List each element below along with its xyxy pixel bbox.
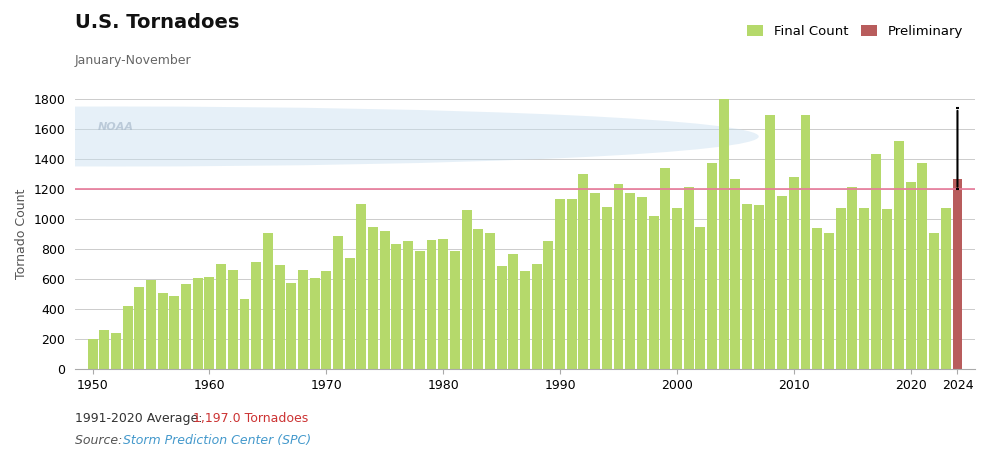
Bar bbox=[415, 251, 425, 369]
Text: Storm Prediction Center (SPC): Storm Prediction Center (SPC) bbox=[123, 434, 311, 447]
Bar bbox=[672, 207, 682, 369]
Bar bbox=[99, 330, 109, 369]
Bar bbox=[286, 284, 296, 369]
Bar bbox=[123, 306, 133, 369]
Text: U.S. Tornadoes: U.S. Tornadoes bbox=[75, 14, 239, 32]
Bar bbox=[345, 258, 355, 369]
Bar bbox=[497, 266, 507, 369]
Bar bbox=[462, 210, 472, 369]
Bar bbox=[917, 162, 927, 369]
Bar bbox=[637, 197, 647, 369]
Bar bbox=[275, 265, 285, 369]
Bar bbox=[263, 233, 273, 369]
Bar bbox=[590, 193, 600, 369]
Bar bbox=[88, 339, 98, 369]
Text: NOAA: NOAA bbox=[98, 122, 134, 132]
Bar bbox=[707, 162, 717, 369]
Bar bbox=[427, 240, 436, 369]
Bar bbox=[473, 229, 483, 369]
Bar bbox=[614, 184, 623, 369]
Bar bbox=[894, 141, 904, 369]
Bar bbox=[765, 115, 775, 369]
Bar bbox=[368, 227, 378, 369]
Bar bbox=[952, 179, 962, 369]
Bar bbox=[906, 182, 916, 369]
Bar bbox=[228, 270, 238, 369]
Bar bbox=[847, 187, 857, 369]
Bar bbox=[649, 216, 659, 369]
Bar bbox=[204, 277, 214, 369]
Bar bbox=[193, 279, 203, 369]
Bar bbox=[555, 199, 565, 369]
Bar bbox=[625, 193, 635, 369]
Bar bbox=[520, 270, 530, 369]
Bar bbox=[391, 244, 401, 369]
Bar bbox=[578, 175, 588, 369]
Bar bbox=[719, 96, 729, 369]
Bar bbox=[730, 179, 740, 369]
Bar bbox=[450, 252, 460, 369]
Bar bbox=[403, 241, 413, 369]
Bar bbox=[310, 278, 320, 369]
Text: Source:: Source: bbox=[75, 434, 126, 447]
Text: 1991-2020 Average:: 1991-2020 Average: bbox=[75, 412, 207, 425]
Bar bbox=[181, 284, 191, 369]
Bar bbox=[380, 231, 390, 369]
Bar bbox=[695, 227, 705, 369]
Bar bbox=[742, 203, 752, 369]
Bar bbox=[532, 264, 542, 369]
Bar bbox=[240, 299, 249, 369]
Bar bbox=[333, 236, 343, 369]
Bar bbox=[169, 296, 179, 369]
Bar bbox=[836, 208, 846, 369]
Text: 1,197.0 Tornadoes: 1,197.0 Tornadoes bbox=[193, 412, 308, 425]
Bar bbox=[438, 239, 448, 369]
Bar bbox=[871, 153, 881, 369]
Bar bbox=[777, 196, 787, 369]
Bar bbox=[812, 229, 822, 369]
Bar bbox=[941, 208, 951, 369]
Bar bbox=[111, 333, 121, 369]
Bar bbox=[543, 241, 553, 369]
Bar bbox=[567, 199, 577, 369]
Bar bbox=[660, 168, 670, 369]
Bar bbox=[859, 208, 869, 369]
Bar bbox=[508, 254, 518, 369]
Bar bbox=[801, 115, 810, 369]
Bar bbox=[882, 209, 892, 369]
Bar bbox=[158, 293, 168, 369]
Ellipse shape bbox=[0, 107, 759, 166]
Bar bbox=[602, 207, 612, 369]
Bar bbox=[216, 265, 226, 369]
Bar bbox=[754, 205, 764, 369]
Bar bbox=[789, 177, 799, 369]
Bar bbox=[824, 233, 834, 369]
Bar bbox=[485, 233, 495, 369]
Legend: Final Count, Preliminary: Final Count, Preliminary bbox=[742, 20, 968, 44]
Bar bbox=[134, 287, 144, 369]
Bar bbox=[929, 233, 939, 369]
Y-axis label: Tornado Count: Tornado Count bbox=[15, 189, 28, 279]
Bar bbox=[298, 270, 308, 369]
Bar bbox=[321, 271, 331, 369]
Bar bbox=[356, 204, 366, 369]
Bar bbox=[251, 262, 261, 369]
Text: January-November: January-November bbox=[75, 54, 192, 67]
Bar bbox=[684, 187, 694, 369]
Bar bbox=[146, 280, 156, 369]
